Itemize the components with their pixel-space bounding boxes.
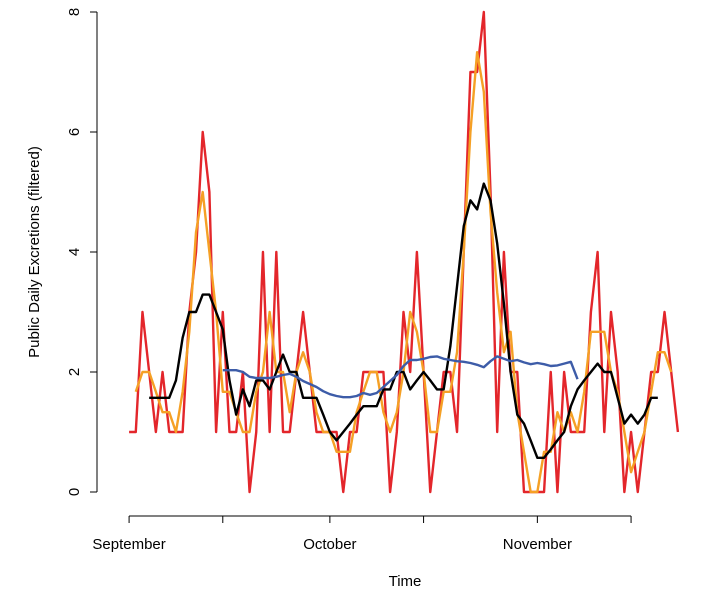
series-line [222,355,579,399]
x-axis-label: Time [389,573,422,590]
y-tick-label: 6 [66,128,83,136]
y-tick-label: 0 [66,488,83,496]
y-tick-label: 2 [66,368,83,376]
y-axis-label: Public Daily Excretions (filtered) [26,146,43,358]
series-line [129,10,680,494]
y-tick-label: 8 [66,8,83,16]
x-tick-label: November [503,536,572,553]
x-tick-label: October [303,536,356,553]
y-tick-label: 4 [66,248,83,256]
series-line [149,182,658,459]
x-tick-label: September [92,536,165,553]
